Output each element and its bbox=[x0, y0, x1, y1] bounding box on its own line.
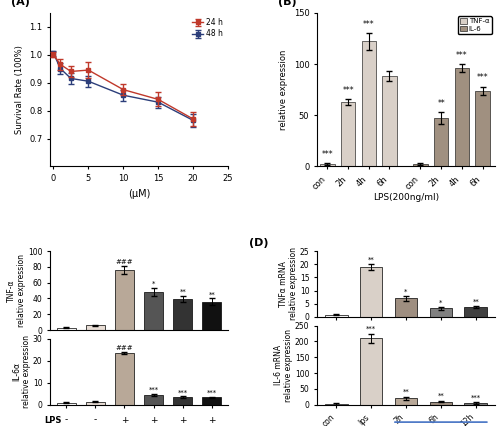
Text: **: ** bbox=[438, 393, 444, 399]
Text: ***: *** bbox=[456, 51, 468, 60]
Bar bbox=[434, 118, 448, 167]
X-axis label: (μM): (μM) bbox=[128, 189, 150, 199]
Y-axis label: IL-6α
relative expression: IL-6α relative expression bbox=[12, 335, 31, 408]
Y-axis label: TNF-α
relative expression: TNF-α relative expression bbox=[7, 254, 26, 327]
Text: +: + bbox=[208, 416, 216, 425]
Bar bbox=[413, 164, 428, 167]
Text: (A): (A) bbox=[11, 0, 30, 7]
Bar bbox=[86, 325, 104, 330]
Text: ***: *** bbox=[178, 389, 188, 395]
Legend: 24 h, 48 h: 24 h, 48 h bbox=[190, 17, 224, 40]
Bar bbox=[115, 353, 134, 405]
Bar bbox=[362, 41, 376, 167]
Bar bbox=[144, 292, 163, 330]
Text: ***: *** bbox=[470, 395, 481, 401]
Bar bbox=[325, 315, 347, 317]
Text: (D): (D) bbox=[250, 238, 269, 248]
Text: **: ** bbox=[472, 299, 479, 305]
Text: -: - bbox=[64, 416, 68, 425]
Bar bbox=[115, 270, 134, 330]
Bar bbox=[430, 308, 452, 317]
Text: ***: *** bbox=[477, 73, 488, 83]
Y-axis label: IL-6 mRNA
relative expression: IL-6 mRNA relative expression bbox=[274, 328, 293, 402]
Text: **: ** bbox=[180, 289, 186, 295]
Text: +: + bbox=[179, 416, 186, 425]
Bar bbox=[360, 338, 382, 405]
Text: +: + bbox=[120, 416, 128, 425]
Bar bbox=[341, 102, 355, 167]
Bar bbox=[382, 76, 396, 167]
Text: **: ** bbox=[368, 256, 374, 262]
Bar bbox=[174, 397, 193, 405]
Bar bbox=[174, 299, 193, 330]
Bar bbox=[202, 302, 222, 330]
Text: **: ** bbox=[208, 291, 216, 297]
Text: ###: ### bbox=[116, 259, 133, 265]
Text: ***: *** bbox=[322, 150, 333, 159]
Bar bbox=[320, 164, 334, 167]
Text: ***: *** bbox=[148, 387, 158, 393]
Bar bbox=[202, 397, 222, 405]
Text: ***: *** bbox=[207, 390, 217, 396]
Legend: TNF-α, IL-6: TNF-α, IL-6 bbox=[458, 16, 492, 34]
Bar bbox=[56, 328, 76, 330]
Y-axis label: TNFα mRNA
relative expression: TNFα mRNA relative expression bbox=[279, 248, 298, 320]
Text: ***: *** bbox=[366, 326, 376, 332]
Text: ***: *** bbox=[342, 86, 354, 95]
Text: +: + bbox=[150, 416, 158, 425]
Text: *: * bbox=[404, 289, 407, 295]
Text: (B): (B) bbox=[278, 0, 296, 7]
Bar bbox=[394, 299, 417, 317]
Text: ***: *** bbox=[363, 20, 374, 29]
Bar bbox=[430, 402, 452, 405]
Bar bbox=[56, 403, 76, 405]
Bar bbox=[454, 68, 469, 167]
Text: LPS: LPS bbox=[44, 416, 62, 425]
Text: **: ** bbox=[402, 389, 409, 395]
Bar bbox=[360, 267, 382, 317]
Text: -: - bbox=[94, 416, 97, 425]
Y-axis label: relative expression: relative expression bbox=[279, 49, 288, 130]
Bar bbox=[144, 395, 163, 405]
Bar bbox=[476, 91, 490, 167]
Bar bbox=[394, 398, 417, 405]
Bar bbox=[464, 403, 487, 405]
Bar bbox=[86, 402, 104, 405]
Text: ###: ### bbox=[116, 345, 133, 351]
Text: *: * bbox=[439, 300, 442, 306]
Bar bbox=[464, 307, 487, 317]
Y-axis label: Survival Rate (100%): Survival Rate (100%) bbox=[14, 45, 24, 134]
X-axis label: LPS(200ng/ml): LPS(200ng/ml) bbox=[373, 193, 439, 201]
Text: *: * bbox=[152, 281, 156, 287]
Text: **: ** bbox=[438, 99, 445, 108]
